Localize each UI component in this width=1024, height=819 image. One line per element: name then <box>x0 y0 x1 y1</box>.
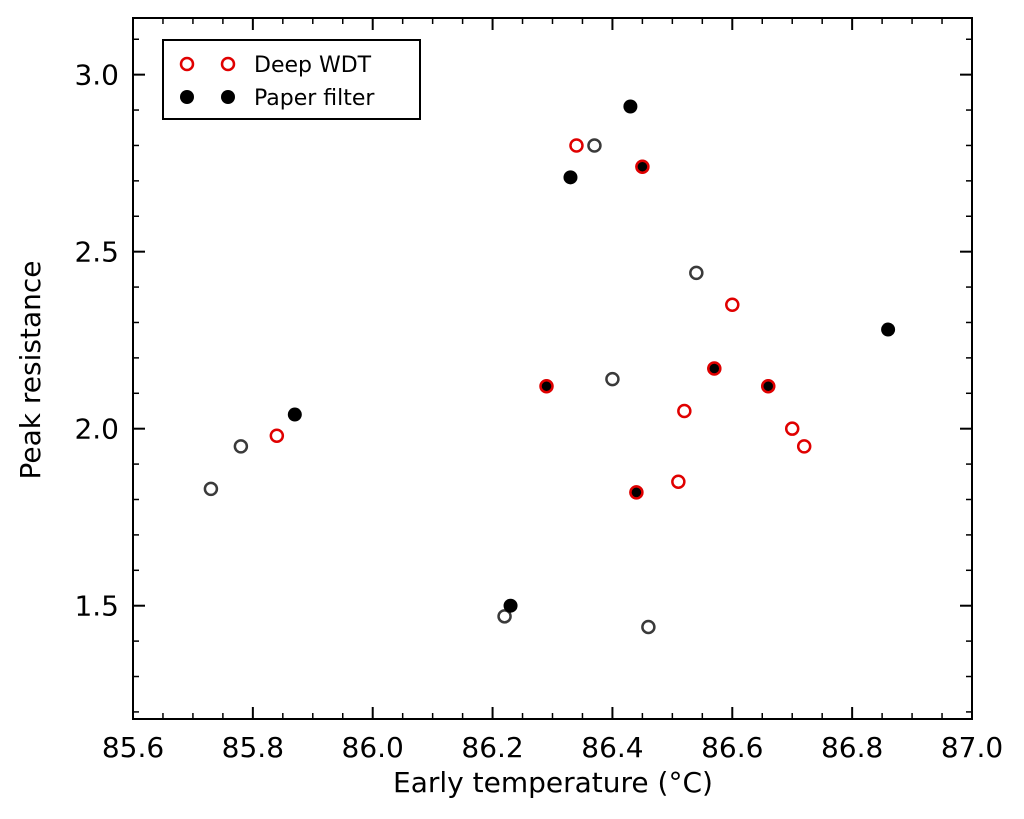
data-point-paper-filter <box>563 170 578 185</box>
data-point-deep-wdt <box>677 403 692 419</box>
legend-label-deep-wdt: Deep WDT <box>254 53 372 78</box>
data-point-deep-wdt <box>707 361 722 376</box>
data-point-paper-filter <box>287 407 302 422</box>
plot-frame <box>132 17 973 720</box>
ticks-layer: 85.6 85.8 86.0 86.2 86.4 86.6 86.8 87.0 1.5 2.0 2.… <box>74 18 1003 764</box>
data-point-open-gray <box>233 439 249 454</box>
y-axis-label: Peak resistance <box>14 261 47 480</box>
y-tick-label: 2.0 <box>74 413 119 446</box>
legend-box <box>162 39 421 120</box>
x-tick-label: 87.0 <box>941 731 1003 764</box>
data-point-deep-wdt <box>269 428 285 444</box>
x-axis-label: Early temperature (°C) <box>393 766 713 799</box>
data-point-deep-wdt <box>569 138 584 153</box>
x-tick-label: 86.8 <box>821 731 883 764</box>
data-point-open-gray <box>605 371 620 387</box>
data-point-paper-filter <box>503 598 518 613</box>
points-layer <box>203 99 896 635</box>
data-point-deep-wdt <box>796 439 812 454</box>
data-point-deep-wdt <box>629 485 644 500</box>
data-point-deep-wdt <box>671 474 686 490</box>
data-point-deep-wdt <box>635 159 650 174</box>
data-point-deep-wdt <box>725 297 740 313</box>
x-tick-label: 86.6 <box>701 731 763 764</box>
data-point-paper-filter <box>623 99 638 114</box>
legend-marker-deep-wdt <box>220 56 236 72</box>
data-point-open-gray <box>689 265 704 281</box>
data-point-deep-wdt <box>760 378 776 394</box>
data-point-open-gray <box>587 138 602 153</box>
legend-marker-deep-wdt <box>179 56 195 72</box>
y-tick-label: 3.0 <box>74 59 119 92</box>
y-tick-label: 1.5 <box>74 590 119 623</box>
legend-marker-paper-filter <box>221 90 235 104</box>
data-point-paper-filter <box>881 322 896 337</box>
legend-marker-paper-filter <box>180 90 194 104</box>
x-tick-label: 86.0 <box>342 731 404 764</box>
legend-label-paper-filter: Paper filter <box>254 86 375 111</box>
legend-entry-deep-wdt: Deep WDT <box>179 53 372 78</box>
data-point-open-gray <box>203 481 219 497</box>
data-point-open-gray <box>641 619 656 635</box>
x-tick-label: 85.6 <box>102 731 164 764</box>
legend: Deep WDT Paper filter <box>162 39 421 120</box>
data-point-deep-wdt <box>784 421 800 436</box>
legend-entry-paper-filter: Paper filter <box>180 86 375 111</box>
x-tick-label: 86.4 <box>581 731 643 764</box>
x-tick-label: 86.2 <box>461 731 523 764</box>
x-tick-label: 85.8 <box>222 731 284 764</box>
data-point-open-gray <box>497 609 512 624</box>
y-tick-label: 2.5 <box>74 236 119 269</box>
data-point-deep-wdt <box>539 378 554 394</box>
